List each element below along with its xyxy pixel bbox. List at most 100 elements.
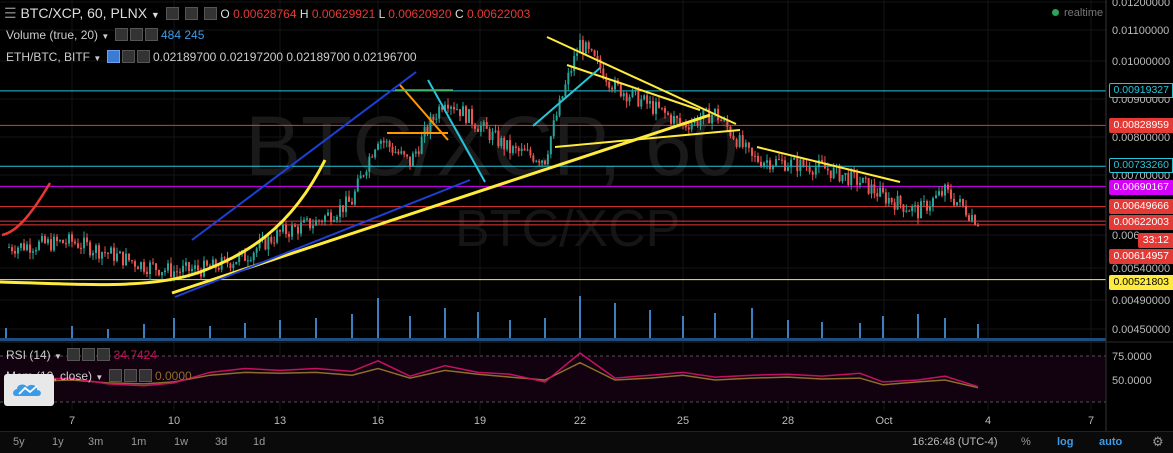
range-1y-button[interactable]: 1y <box>52 436 64 448</box>
rsi-label[interactable]: RSI (14) <box>6 348 51 362</box>
chevron-down-icon[interactable]: ▼ <box>101 32 110 41</box>
candle-body <box>679 118 681 123</box>
candle-body <box>44 236 46 244</box>
menu-icon[interactable]: ☰ <box>4 5 17 21</box>
candle-body <box>20 243 22 248</box>
gear-icon[interactable] <box>121 50 135 64</box>
candle-body <box>342 205 344 212</box>
candle-body <box>570 71 573 73</box>
time-tick-label: 19 <box>474 415 486 427</box>
chevron-down-icon[interactable]: ▼ <box>54 352 62 361</box>
range-1d-button[interactable]: 1d <box>253 436 266 448</box>
cloud-logo-icon[interactable] <box>4 374 54 406</box>
time-tick-label: 4 <box>985 415 991 427</box>
candle-body <box>778 159 780 161</box>
percent-toggle[interactable]: % <box>1021 436 1031 448</box>
range-3m-button[interactable]: 3m <box>88 436 104 448</box>
volume-label[interactable]: Volume (true, 20) <box>6 28 99 42</box>
candle-body <box>359 175 362 179</box>
candle-body <box>884 192 887 204</box>
gear-icon[interactable] <box>82 348 96 362</box>
chevron-down-icon[interactable]: ▼ <box>95 373 104 382</box>
candle-body <box>429 116 432 134</box>
candle-body <box>197 265 199 271</box>
candle-body <box>684 123 687 128</box>
eye-icon[interactable] <box>114 28 128 42</box>
candle-body <box>270 236 273 243</box>
candle-body <box>164 270 166 273</box>
candle-body <box>315 220 317 226</box>
close-icon[interactable] <box>97 348 111 362</box>
eye-icon[interactable] <box>106 50 120 64</box>
candle-body <box>959 199 961 203</box>
price-marker-tag: 0.00622003 <box>1108 215 1173 230</box>
candle-body <box>38 241 40 250</box>
candle-body <box>309 218 311 229</box>
eye-icon[interactable] <box>108 369 122 383</box>
candle-body <box>974 215 976 225</box>
candle-body <box>362 175 365 177</box>
candle-body <box>371 156 374 158</box>
candle-body <box>584 42 587 54</box>
candle-body <box>327 212 329 216</box>
candle-body <box>444 104 446 110</box>
candle-body <box>223 257 226 259</box>
volume-bar <box>944 318 946 338</box>
candle-body <box>365 171 368 176</box>
candle-body <box>377 143 379 150</box>
candle-body <box>294 225 296 227</box>
symbol-title[interactable]: BTC/XCP, 60, PLNX <box>20 5 148 21</box>
candle-body <box>385 141 388 143</box>
ethbtc-label[interactable]: ETH/BTC, BITF <box>6 50 90 64</box>
log-toggle[interactable]: log <box>1057 436 1074 448</box>
range-5y-button[interactable]: 5y <box>13 436 25 448</box>
circle-icon[interactable] <box>203 6 217 20</box>
range-1w-button[interactable]: 1w <box>174 436 189 448</box>
cyan-line <box>532 67 601 127</box>
auto-toggle[interactable]: auto <box>1099 436 1123 448</box>
candle-body <box>911 206 914 212</box>
volume-bar <box>173 318 175 338</box>
settings-gear-icon[interactable]: ⚙ <box>1152 434 1164 449</box>
close-icon[interactable] <box>136 50 150 64</box>
range-3d-button[interactable]: 3d <box>215 436 228 448</box>
candle-body <box>564 84 567 97</box>
volume-bar <box>544 318 546 338</box>
eye-icon[interactable] <box>67 348 81 362</box>
candle-body <box>400 151 403 154</box>
gear-icon[interactable] <box>129 28 143 42</box>
candle-body <box>587 42 590 50</box>
gear-icon[interactable] <box>123 369 137 383</box>
candle-body <box>312 225 314 229</box>
close-icon[interactable] <box>138 369 152 383</box>
candle-body <box>217 268 220 270</box>
time-tick-label: 7 <box>1088 415 1094 427</box>
gear-icon[interactable] <box>184 6 198 20</box>
candle-body <box>652 101 654 114</box>
candle-body <box>605 78 608 82</box>
volume-bar <box>5 328 7 338</box>
candle-body <box>744 142 747 148</box>
candle-body <box>847 172 850 185</box>
candle-body <box>640 99 643 107</box>
chevron-down-icon[interactable]: ▼ <box>93 54 102 63</box>
candle-body <box>345 196 347 212</box>
candle-body <box>8 247 10 249</box>
candle-body <box>953 198 955 206</box>
candle-body <box>62 240 64 244</box>
candle-body <box>17 247 19 254</box>
volume-bar <box>444 308 446 338</box>
eye-icon[interactable] <box>165 6 179 20</box>
candle-body <box>864 177 867 179</box>
range-1m-button[interactable]: 1m <box>131 436 147 448</box>
candle-body <box>784 160 786 171</box>
candle-body <box>191 268 193 272</box>
candle-body <box>491 131 494 141</box>
candle-body <box>576 53 579 56</box>
candle-body <box>474 124 476 129</box>
candle-body <box>368 156 371 172</box>
candle-body <box>511 146 514 154</box>
chevron-down-icon[interactable]: ▼ <box>150 10 160 20</box>
close-icon[interactable] <box>144 28 158 42</box>
